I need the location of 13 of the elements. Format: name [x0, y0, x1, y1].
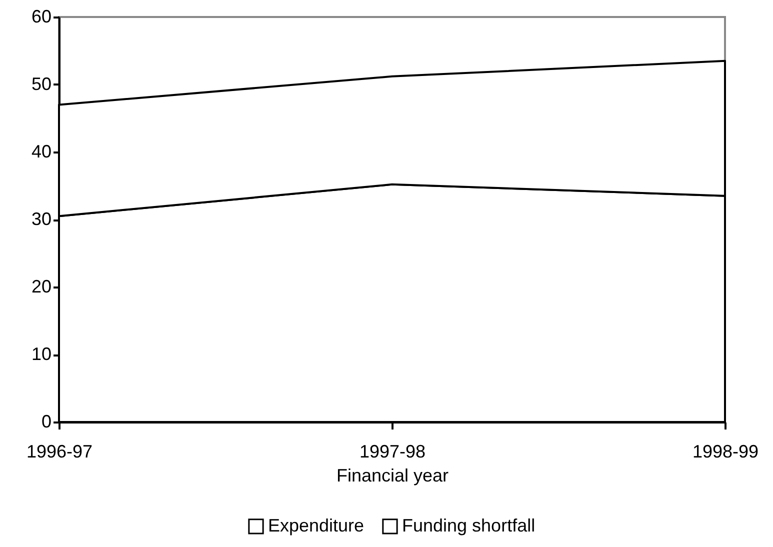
y-tick-label: 20 [31, 276, 52, 296]
legend-label: Funding shortfall [402, 515, 536, 536]
y-tick-label: 30 [31, 209, 52, 229]
y-tick-label: 40 [31, 142, 52, 162]
y-tick-label: 0 [41, 412, 52, 432]
y-tick-label: 50 [31, 74, 52, 94]
y-tick-label: 60 [31, 6, 52, 26]
x-tick-label: 1997-98 [359, 442, 426, 462]
x-tick-label: 1998-99 [692, 442, 759, 462]
x-axis-title: Financial year [336, 466, 449, 486]
y-tick-label: 10 [31, 344, 52, 364]
legend-label: Expenditure [268, 515, 364, 536]
x-tick-label: 1996-97 [26, 442, 93, 462]
